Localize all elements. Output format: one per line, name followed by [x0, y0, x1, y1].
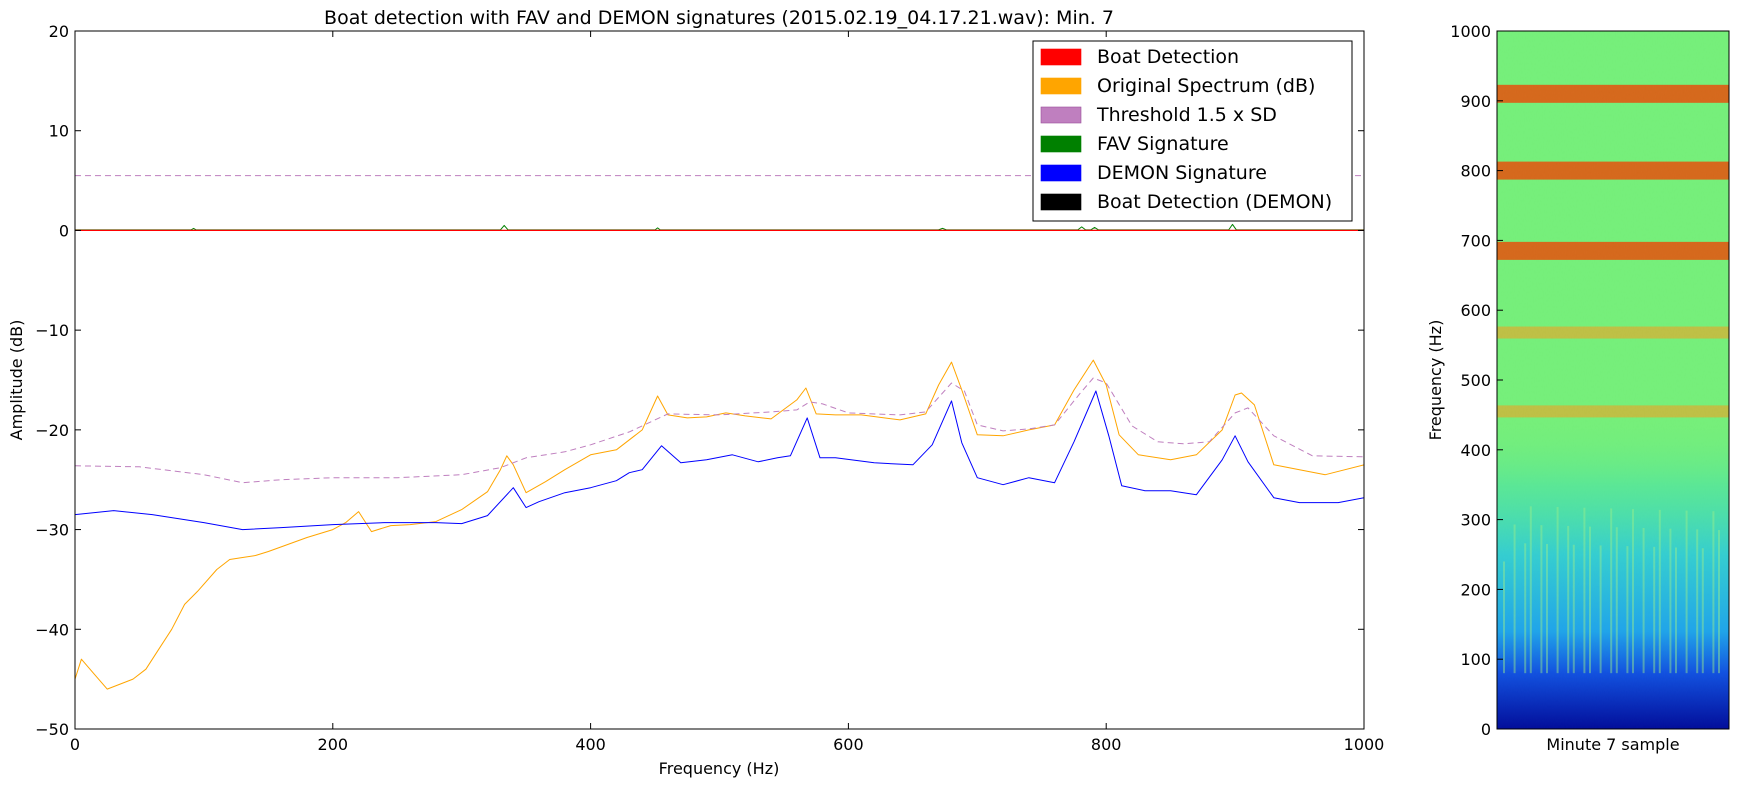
spectrogram-streak	[1556, 507, 1559, 674]
x-tick-label: 200	[318, 735, 349, 754]
y-axis: 20 10 0 −10 −20 −30 −40 −50	[35, 22, 1364, 739]
x-tick-label: 400	[575, 735, 606, 754]
spectrum-chart: Boat detection with FAV and DEMON signat…	[7, 7, 1384, 778]
x-tick-label: 600	[833, 735, 864, 754]
spectrogram-band	[1497, 241, 1729, 260]
series-line-0	[75, 359, 1364, 690]
legend-label: Boat Detection (DEMON)	[1097, 191, 1332, 213]
legend-swatch	[1040, 77, 1082, 95]
y-tick-label: −30	[35, 521, 69, 540]
series-line-4	[75, 223, 1364, 231]
plot-frame	[74, 30, 1365, 730]
legend-label: Threshold 1.5 x SD	[1096, 104, 1277, 126]
spectrogram-streak	[1572, 544, 1575, 674]
legend-swatch	[1040, 164, 1082, 182]
y-tick-label: 0	[59, 221, 69, 240]
spec-y-tick-label: 200	[1460, 580, 1491, 599]
spectrogram-streak	[1583, 507, 1586, 674]
spec-y-tick-label: 700	[1460, 231, 1491, 250]
spectrogram-band	[1497, 405, 1729, 418]
legend-label: Original Spectrum (dB)	[1097, 75, 1315, 97]
x-tick-label: 1000	[1344, 735, 1385, 754]
spectrogram-streak	[1503, 561, 1505, 674]
spectrogram-y-label: Frequency (Hz)	[1426, 320, 1445, 441]
spec-y-tick-label: 800	[1460, 162, 1491, 181]
spec-y-tick-label: 900	[1460, 92, 1491, 111]
legend: Boat Detection Original Spectrum (dB) Thre…	[1032, 40, 1353, 222]
spec-y-tick-label: 400	[1460, 441, 1491, 460]
x-axis: 0 200 400 600 800 1000	[70, 31, 1384, 754]
y-tick-label: −10	[35, 321, 69, 340]
legend-label: DEMON Signature	[1097, 162, 1267, 184]
chart-title: Boat detection with FAV and DEMON signat…	[324, 7, 1114, 29]
legend-label: FAV Signature	[1097, 133, 1229, 155]
spectrogram-band	[1497, 161, 1729, 180]
spec-y-tick-label: 100	[1460, 650, 1491, 669]
x-tick-label: 800	[1091, 735, 1122, 754]
spectrogram-streak	[1685, 510, 1688, 674]
spec-y-tick-label: 300	[1460, 511, 1491, 530]
spectrogram-streak	[1669, 528, 1672, 674]
spectrogram-streak	[1513, 524, 1516, 674]
spectrogram-streak	[1712, 511, 1715, 674]
y-tick-label: −20	[35, 421, 69, 440]
spectrogram-streak	[1546, 544, 1548, 674]
spectrogram-streak	[1589, 526, 1591, 674]
spec-y-tick-label: 0	[1481, 720, 1491, 739]
spectrogram-streak	[1524, 543, 1527, 674]
spectrogram-streak	[1658, 509, 1661, 674]
spectrogram-image	[1497, 31, 1729, 729]
y-tick-label: 10	[49, 122, 69, 141]
spectrogram-band	[1497, 326, 1729, 339]
spectrogram-streak	[1599, 545, 1602, 674]
legend-swatch	[1040, 135, 1082, 153]
y-tick-label: −40	[35, 620, 69, 639]
spectrogram-streak	[1615, 527, 1618, 674]
series-line-2	[75, 390, 1364, 531]
spectrogram-streak	[1701, 548, 1704, 674]
spectrogram-band	[1497, 84, 1729, 103]
spectrogram-streak	[1675, 547, 1677, 674]
spectrogram-streak	[1540, 525, 1543, 674]
spectrogram-streak	[1642, 527, 1645, 674]
spec-y-tick-label: 600	[1460, 301, 1491, 320]
spectrogram-x-label: Minute 7 sample	[1546, 735, 1679, 754]
legend-swatch	[1040, 106, 1082, 124]
spectrogram-streak	[1610, 508, 1613, 674]
y-tick-label: −50	[35, 720, 69, 739]
x-tick-label: 0	[70, 735, 80, 754]
spec-y-tick-label: 500	[1460, 371, 1491, 390]
spec-y-tick-label: 1000	[1450, 22, 1491, 41]
y-axis-label: Amplitude (dB)	[7, 320, 26, 441]
x-axis-label: Frequency (Hz)	[659, 759, 780, 778]
y-tick-label: 20	[49, 22, 69, 41]
spectrogram-streak	[1718, 530, 1720, 674]
spectrogram-streak	[1529, 506, 1532, 674]
legend-label: Boat Detection	[1097, 46, 1239, 68]
series-line-1	[75, 377, 1364, 484]
legend-frame	[1032, 40, 1353, 222]
legend-swatch	[1040, 48, 1082, 66]
spectrogram-streak	[1626, 546, 1629, 674]
legend-swatch	[1040, 193, 1082, 211]
spectrogram-streak	[1653, 546, 1656, 674]
series-lines	[75, 175, 1364, 690]
spectrogram-streak	[1696, 529, 1699, 674]
spectrogram-streak	[1632, 509, 1634, 674]
spectrogram-streak	[1567, 525, 1570, 674]
